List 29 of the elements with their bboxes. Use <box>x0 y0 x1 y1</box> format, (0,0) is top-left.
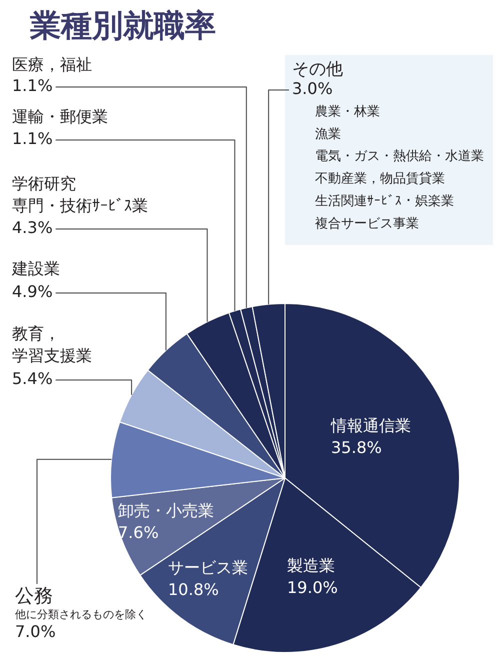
slice-label: その他 <box>292 59 343 80</box>
data-label: 35.8% <box>331 438 382 458</box>
data-label: 5.4% <box>12 369 53 388</box>
data-label: 7.6% <box>118 523 159 542</box>
slice-label: 情報通信業 <box>330 416 411 436</box>
slice-label: 運輸・郵便業 <box>12 107 108 126</box>
text: 農業・林業 <box>315 104 380 120</box>
slice-label: 教育，学習支援業 <box>12 324 92 366</box>
slice-label: サービス業 <box>168 558 248 578</box>
data-label: 1.1% <box>12 129 53 148</box>
data-label: 4.9% <box>12 282 53 302</box>
slice-label: 学術研究専門・技術ｻｰﾋﾞｽ業 <box>12 174 148 216</box>
chart-title: 業種別就職率 <box>29 8 216 44</box>
data-label: 4.3% <box>12 218 53 238</box>
text: 生活関連ｻｰﾋﾞｽ・娯楽業 <box>315 194 454 209</box>
slice-label: 卸売・小売業 <box>118 501 214 520</box>
text: 不動産業，物品賃貸業 <box>315 170 445 187</box>
data-label: 1.1% <box>12 76 53 96</box>
text: 漁業 <box>315 126 341 142</box>
slice-label: 公務他に分類されるものを除く <box>15 584 147 621</box>
slice-label: 製造業 <box>287 556 335 576</box>
data-label: 3.0% <box>292 79 333 98</box>
text: 複合サービス事業 <box>315 216 419 232</box>
data-label: 10.8% <box>168 580 219 600</box>
data-label: 7.0% <box>15 622 56 642</box>
slice-label: 建設業 <box>11 259 60 278</box>
slice-label: 医療，福祉 <box>12 55 92 74</box>
data-label: 19.0% <box>287 578 338 598</box>
text: 電気・ガス・熱供給・水道業 <box>315 149 484 164</box>
